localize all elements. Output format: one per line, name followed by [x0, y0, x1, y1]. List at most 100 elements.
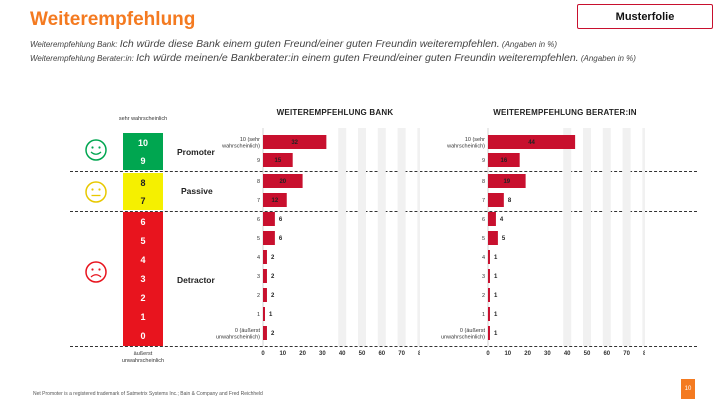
data-label: 32: [291, 140, 298, 146]
x-tick-label: 60: [378, 351, 385, 357]
x-tick-label: 50: [359, 351, 366, 357]
bar: [263, 326, 267, 340]
data-label: 6: [279, 236, 283, 242]
category-label: 7: [257, 198, 260, 204]
bar: [488, 231, 498, 245]
bar: [263, 269, 267, 283]
category-label: 8: [482, 179, 485, 185]
bar: [263, 250, 267, 264]
data-label: 1: [269, 312, 273, 318]
category-detractor: Detractor: [177, 275, 215, 285]
bar: [488, 174, 526, 188]
smiley-sad-icon: [85, 261, 107, 283]
grid-band: [397, 128, 406, 346]
data-label: 16: [500, 158, 507, 164]
category-label: 4: [482, 255, 485, 261]
category-label: 1: [482, 312, 485, 318]
category-promoter: Promoter: [177, 147, 215, 157]
grid-band: [563, 128, 572, 346]
x-tick-label: 20: [299, 351, 306, 357]
scale-score-9: 9: [123, 152, 163, 170]
data-label: 2: [271, 255, 275, 261]
bar: [488, 135, 576, 149]
scale-score-1: 1: [123, 307, 163, 326]
smiley-happy-icon: [85, 139, 107, 161]
scale-score-5: 5: [123, 231, 163, 250]
data-label: 8: [508, 198, 512, 204]
data-label: 6: [279, 217, 283, 223]
x-tick-label: 0: [261, 351, 265, 357]
category-label: unwahrscheinlich): [441, 335, 485, 341]
chart-title-berater: WEITEREMPFEHLUNG BERATER:IN: [493, 108, 637, 117]
x-tick-label: 30: [319, 351, 326, 357]
grid-band: [602, 128, 611, 346]
x-tick-label: 10: [279, 351, 286, 357]
category-passive: Passive: [181, 186, 213, 196]
category-label: 3: [482, 274, 485, 280]
scale-score-0: 0: [123, 326, 163, 346]
category-label: 9: [482, 158, 485, 164]
scale-score-2: 2: [123, 288, 163, 307]
category-label: 3: [257, 274, 260, 280]
category-label: 1: [257, 312, 260, 318]
category-label: 7: [482, 198, 485, 204]
data-label: 1: [494, 255, 498, 261]
bar: [263, 231, 275, 245]
x-tick-label: 80: [418, 351, 420, 357]
category-label: 6: [482, 217, 485, 223]
category-label: 10 (sehr: [240, 137, 260, 143]
data-label: 44: [528, 140, 535, 146]
x-tick-label: 20: [524, 351, 531, 357]
x-tick-label: 0: [486, 351, 490, 357]
scale-score-4: 4: [123, 250, 163, 269]
data-label: 1: [494, 312, 498, 318]
bar: [488, 212, 496, 226]
x-tick-label: 50: [584, 351, 591, 357]
category-label: 8: [257, 179, 260, 185]
subtitle-bank-note: (Angaben in %): [501, 40, 558, 49]
grid-band: [417, 128, 420, 346]
chart-title-bank: WEITEREMPFEHLUNG BANK: [276, 108, 394, 117]
grid-band: [642, 128, 645, 346]
data-label: 12: [272, 198, 279, 204]
bar: [488, 326, 490, 340]
subtitle-berater: Weiterempfehlung Berater:in: Ich würde m…: [30, 52, 636, 64]
x-tick-label: 30: [544, 351, 551, 357]
x-tick-label: 80: [643, 351, 645, 357]
category-label: wahrscheinlich): [221, 144, 260, 150]
data-label: 5: [502, 236, 506, 242]
bar: [263, 193, 287, 207]
subtitle-berater-prefix: Weiterempfehlung Berater:in:: [30, 54, 134, 63]
category-label: 6: [257, 217, 260, 223]
divider-bottom: [70, 346, 697, 347]
scale-top-label: sehr wahrscheinlich: [118, 116, 168, 122]
grid-band: [338, 128, 347, 346]
x-tick-label: 40: [564, 351, 571, 357]
scale-score-3: 3: [123, 269, 163, 288]
subtitle-bank-prefix: Weiterempfehlung Bank:: [30, 40, 118, 49]
musterfolie-badge: Musterfolie: [577, 4, 713, 29]
category-label: unwahrscheinlich): [216, 335, 260, 341]
bar: [488, 307, 490, 321]
category-label: 5: [257, 236, 260, 242]
bar: [263, 288, 267, 302]
category-label: 5: [482, 236, 485, 242]
bar: [488, 288, 490, 302]
scale-score-7: 7: [123, 192, 163, 210]
grid-band: [358, 128, 366, 346]
data-label: 20: [279, 179, 286, 185]
data-label: 4: [500, 217, 504, 223]
x-tick-label: 60: [603, 351, 610, 357]
bar: [263, 307, 265, 321]
data-label: 1: [494, 293, 498, 299]
page-title: Weiterempfehlung: [30, 9, 196, 30]
subtitle-berater-text: Ich würde meinen/e Bankberater:in einem …: [136, 52, 579, 64]
category-label: 2: [482, 293, 485, 299]
bar: [263, 135, 327, 149]
bar: [263, 212, 275, 226]
bar: [488, 153, 520, 167]
grid-band: [622, 128, 631, 346]
x-tick-label: 70: [623, 351, 630, 357]
smiley-neutral-icon: [85, 181, 107, 203]
